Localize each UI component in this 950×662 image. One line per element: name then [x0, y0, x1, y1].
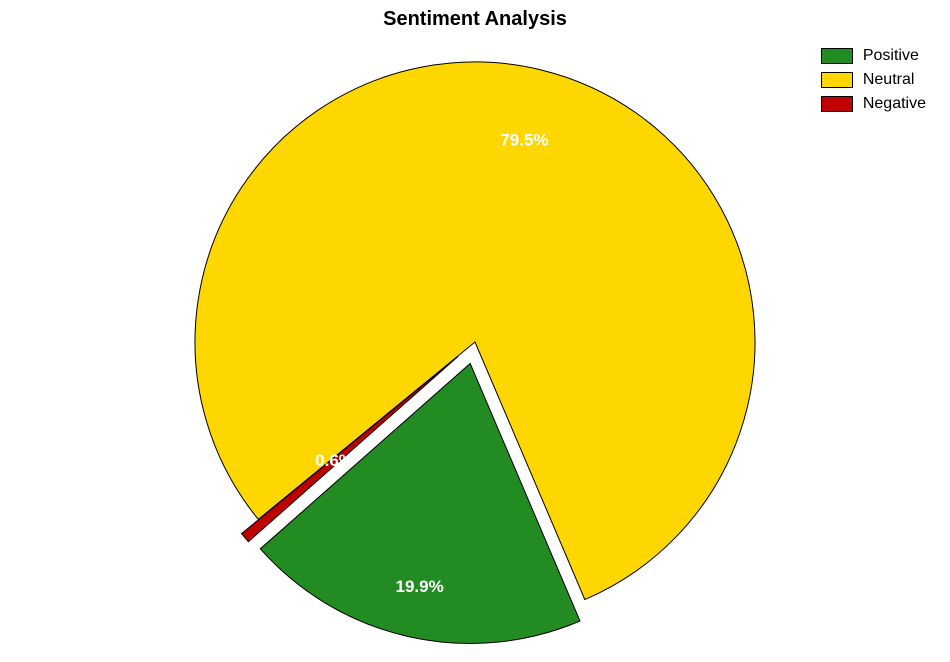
legend-item-positive: Positive [821, 46, 926, 66]
pie-svg: 79.5% 19.9% 0.6% [0, 0, 950, 662]
legend-item-negative: Negative [821, 94, 926, 114]
slice-label-positive: 19.9% [395, 577, 443, 596]
legend-swatch-neutral [821, 72, 853, 88]
sentiment-pie-chart: Sentiment Analysis 79.5%19.9%0.6% Positi… [0, 0, 950, 662]
legend-label-negative: Negative [863, 94, 926, 114]
legend-item-neutral: Neutral [821, 70, 926, 90]
legend-swatch-positive [821, 48, 853, 64]
legend-label-neutral: Neutral [863, 70, 915, 90]
legend: Positive Neutral Negative [821, 46, 926, 114]
slice-label-negative: 0.6% [315, 451, 354, 470]
legend-swatch-negative [821, 96, 853, 112]
legend-label-positive: Positive [863, 46, 919, 66]
slice-label-neutral: 79.5% [500, 130, 548, 149]
